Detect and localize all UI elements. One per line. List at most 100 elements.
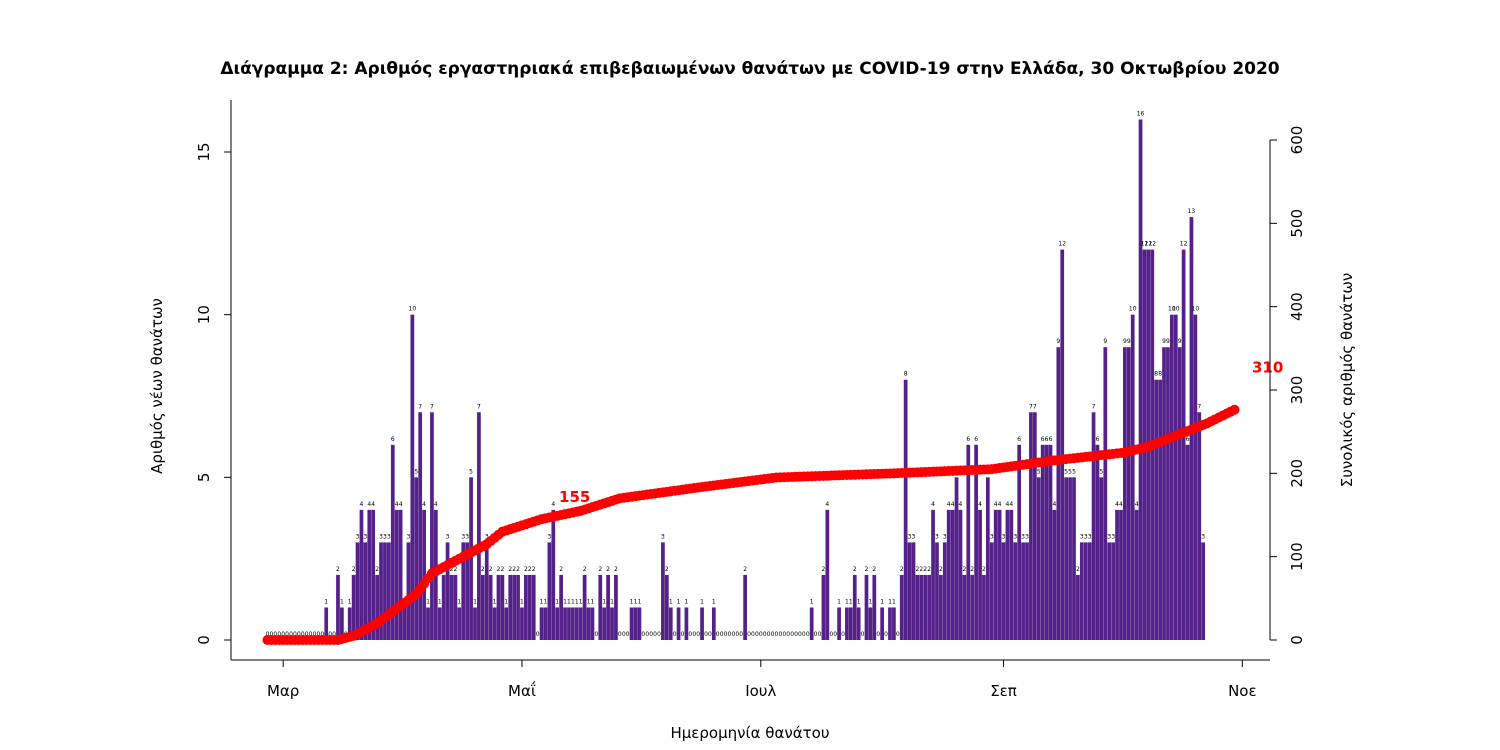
bar <box>1154 379 1159 640</box>
right-y-tick-label: 200 <box>1288 459 1306 488</box>
bar-value-label: 12 <box>1145 241 1153 248</box>
bar <box>888 607 892 640</box>
bar-value-label: 0 <box>301 631 305 638</box>
bar-value-label: 0 <box>657 631 661 638</box>
bar-value-label: 1 <box>504 598 508 605</box>
bar-value-label: 10 <box>1129 306 1137 313</box>
bar <box>962 574 967 640</box>
bar <box>1134 509 1139 640</box>
bar-value-label: 1 <box>457 598 461 605</box>
bar-value-label: 1 <box>892 598 896 605</box>
bar-value-label: 1 <box>540 598 544 605</box>
bar-series <box>324 119 1206 641</box>
bar-value-label: 7 <box>1092 403 1096 410</box>
bar-value-label: 0 <box>626 631 630 638</box>
x-tick-label: Μαρ <box>267 682 299 700</box>
right-y-tick-label: 100 <box>1288 542 1306 571</box>
bar-value-label: 0 <box>293 631 297 638</box>
bar-value-label: 9 <box>1103 338 1107 345</box>
bar-value-label: 4 <box>994 501 998 508</box>
bar <box>970 574 975 640</box>
bar-value-label: 1 <box>837 598 841 605</box>
bar-value-label: 4 <box>1052 501 1056 508</box>
bar <box>598 574 603 640</box>
bar-value-label: 10 <box>1172 306 1180 313</box>
bar <box>743 574 747 640</box>
bar-value-label: 1 <box>630 598 634 605</box>
bar-value-label: 1 <box>700 598 704 605</box>
cumulative-line <box>262 404 1240 645</box>
bar <box>664 574 669 640</box>
bar-value-label: 12 <box>1141 241 1149 248</box>
bar <box>856 607 861 640</box>
bar <box>993 509 998 640</box>
bar-value-label: 2 <box>583 566 587 573</box>
bar <box>1040 444 1045 640</box>
bar-value-label: 0 <box>814 631 818 638</box>
bar-value-label: 7 <box>430 403 434 410</box>
bar <box>668 607 673 640</box>
bar-value-label: 10 <box>1192 306 1200 313</box>
bar <box>978 509 982 640</box>
bar <box>935 542 939 640</box>
bar-value-label: 5 <box>1068 468 1072 475</box>
bar-value-label: 1 <box>587 598 591 605</box>
bar <box>539 607 544 640</box>
bar <box>355 542 360 640</box>
bar-value-label: 1 <box>324 598 328 605</box>
bar-value-label: 2 <box>352 566 356 573</box>
bar <box>383 542 387 640</box>
bar-value-label: 4 <box>951 501 955 508</box>
bar-value-label: 0 <box>728 631 732 638</box>
bar <box>614 574 618 640</box>
bar <box>1123 347 1127 640</box>
bar <box>1177 347 1182 640</box>
bar-value-label: 2 <box>900 566 904 573</box>
bar-value-label: 0 <box>790 631 794 638</box>
bar-value-label: 0 <box>269 631 273 638</box>
bar <box>1115 509 1119 640</box>
bar <box>942 542 947 640</box>
bar-value-label: 0 <box>833 631 837 638</box>
bar-value-label: 0 <box>266 631 270 638</box>
bar <box>880 607 885 640</box>
bar <box>547 542 552 640</box>
bar-value-label: 5 <box>469 468 473 475</box>
bar-value-label: 9 <box>1056 338 1060 345</box>
bar <box>903 379 908 640</box>
bar-value-label: 0 <box>289 631 293 638</box>
bar <box>892 607 896 640</box>
bar <box>406 542 411 640</box>
bar <box>1170 314 1174 640</box>
bar-value-label: 6 <box>1049 436 1053 443</box>
bar <box>390 444 395 640</box>
bar-value-label: 2 <box>665 566 669 573</box>
bar-value-label: 2 <box>872 566 876 573</box>
bar-value-label: 2 <box>481 566 485 573</box>
x-tick-label: Ιουλ <box>745 682 776 700</box>
bar-value-label: 13 <box>1188 208 1196 215</box>
bar <box>500 574 505 640</box>
bar-value-label: 1 <box>426 598 430 605</box>
bar <box>868 607 873 640</box>
bar-value-label: 4 <box>1009 501 1013 508</box>
bar-value-label: 1 <box>348 598 352 605</box>
bar <box>1091 412 1096 640</box>
bar-value-label: 0 <box>688 631 692 638</box>
bar-value-label: 0 <box>716 631 720 638</box>
bar <box>480 574 485 640</box>
bar <box>637 607 642 640</box>
bar-value-label: 7 <box>477 403 481 410</box>
bar-value-label: 4 <box>947 501 951 508</box>
bar-value-label: 2 <box>743 566 747 573</box>
left-y-axis-label: Αριθμός νέων θανάτων <box>148 298 166 474</box>
bar-value-label: 0 <box>786 631 790 638</box>
bar <box>559 574 563 640</box>
bar <box>1005 509 1010 640</box>
bar <box>457 607 462 640</box>
bar-value-label: 0 <box>739 631 743 638</box>
bar-value-label: 0 <box>771 631 775 638</box>
bar-value-label: 4 <box>998 501 1002 508</box>
left-y-tick-label: 10 <box>195 305 213 324</box>
bar <box>848 607 853 640</box>
